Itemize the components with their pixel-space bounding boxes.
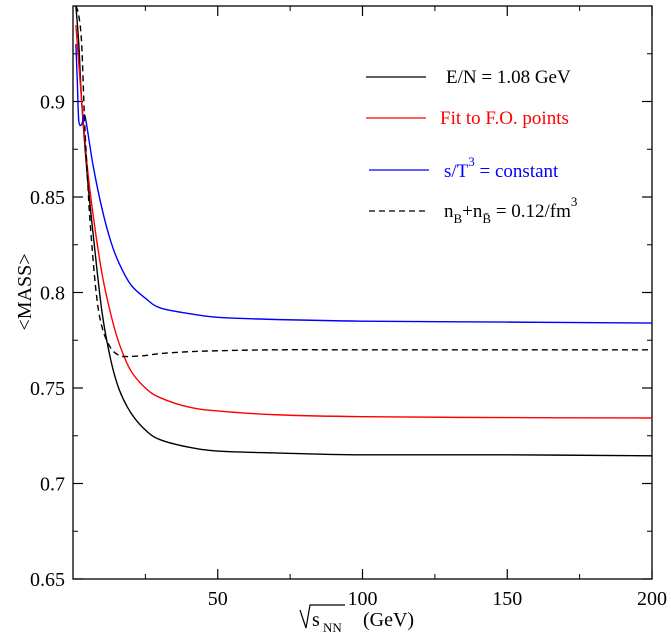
- y-tick-label: 0.85: [30, 187, 65, 209]
- series-line-2: [75, 44, 653, 324]
- legend-label-2-superscript: 3: [468, 154, 475, 169]
- x-tick-label: 50: [208, 588, 228, 610]
- legend-entry-1: Fit to F.O. points: [366, 108, 569, 129]
- y-tick-label: 0.75: [30, 378, 65, 400]
- x-tick-label: 150: [492, 588, 522, 610]
- plot-frame: [72, 5, 653, 580]
- legend-entry-0: E/N = 1.08 GeV: [366, 67, 571, 88]
- legend-label-2: s/T3 = constant: [444, 154, 559, 182]
- legend-entry-3: nB+nB̄ = 0.12/fm3: [369, 194, 577, 226]
- y-tick-label: 0.65: [30, 569, 65, 591]
- y-axis-label: <MASS>: [14, 253, 36, 330]
- series-line-3: [75, 5, 652, 358]
- axis-ticks: 0.65 0.7 0.75 0.8 0.85 0.9 50 100 150 200: [30, 6, 667, 610]
- x-tick-label: 200: [637, 588, 667, 610]
- legend-label-1: Fit to F.O. points: [440, 108, 569, 129]
- radical-sign-icon: [299, 604, 345, 629]
- x-axis-label-radicand: s: [312, 609, 320, 631]
- x-axis-label-subscript: NN: [323, 620, 342, 635]
- y-tick-label: 0.7: [40, 474, 65, 496]
- legend-label-2-rest: = constant: [475, 161, 559, 182]
- y-tick-label: 0.9: [40, 92, 65, 114]
- legend-label-3: nB+nB̄ = 0.12/fm3: [444, 194, 577, 226]
- y-tick-label: 0.8: [40, 283, 65, 305]
- legend-entry-2: s/T3 = constant: [369, 154, 559, 182]
- legend-label-0: E/N = 1.08 GeV: [446, 67, 571, 88]
- series-group: [75, 5, 653, 457]
- legend: E/N = 1.08 GeV Fit to F.O. points s/T3 =…: [366, 67, 577, 226]
- x-axis-label-unit: (GeV): [363, 609, 414, 631]
- x-axis-label: s NN (GeV): [299, 604, 414, 635]
- x-tick-label: 100: [348, 588, 378, 610]
